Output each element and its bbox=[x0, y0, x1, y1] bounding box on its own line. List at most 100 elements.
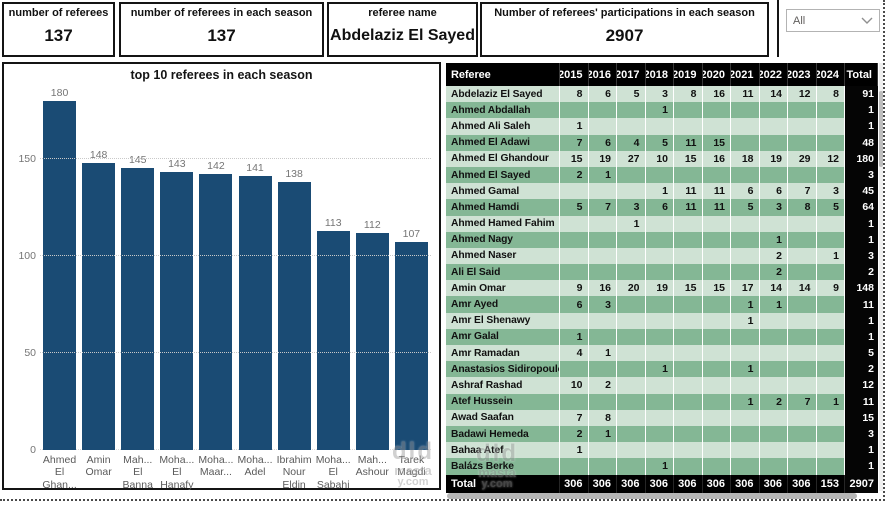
bar[interactable] bbox=[82, 162, 116, 450]
season-total-cell: 306 bbox=[788, 474, 817, 493]
table-row[interactable]: Anastasios Sidiropoulos 1 1 2 bbox=[446, 361, 878, 378]
season-value-cell bbox=[731, 328, 760, 345]
season-value-cell bbox=[817, 166, 845, 184]
season-value-cell bbox=[674, 458, 703, 475]
vertical-scrollbar-thumb[interactable] bbox=[879, 91, 883, 167]
season-value-cell bbox=[731, 409, 760, 426]
column-header[interactable]: 2016 bbox=[589, 63, 617, 86]
season-value-cell: 8 bbox=[560, 86, 589, 103]
row-total-cell: 11 bbox=[845, 393, 878, 410]
table-row[interactable]: Ahmed Hamed Fahim 1 1 bbox=[446, 215, 878, 232]
bar[interactable] bbox=[277, 182, 311, 450]
bar[interactable] bbox=[43, 100, 77, 450]
table-row[interactable]: Ali El Said 2 2 bbox=[446, 264, 878, 281]
table-row[interactable]: Ashraf Rashad 10 2 12 bbox=[446, 377, 878, 394]
season-value-cell bbox=[731, 345, 760, 362]
season-value-cell bbox=[674, 215, 703, 232]
column-header[interactable]: Referee bbox=[446, 63, 560, 86]
table-row[interactable]: Ahmed El Ghandour 15 19 27 10 15 16 18 19 29 12 180 bbox=[446, 150, 878, 167]
table-row[interactable]: Badawi Hemeda 2 1 3 bbox=[446, 425, 878, 443]
table-row[interactable]: Ahmed El Adawi 7 6 4 5 11 15 48 bbox=[446, 134, 878, 151]
table-row[interactable]: Ahmed Naser 2 1 3 bbox=[446, 247, 878, 265]
season-value-cell: 11 bbox=[674, 134, 703, 151]
season-value-cell bbox=[617, 328, 646, 345]
table-row[interactable]: Amr Galal 1 1 bbox=[446, 328, 878, 345]
season-value-cell: 1 bbox=[589, 425, 617, 443]
season-value-cell bbox=[817, 102, 845, 119]
table-row[interactable]: Ahmed Abdallah 1 1 bbox=[446, 102, 878, 119]
season-total-cell: 306 bbox=[646, 474, 674, 493]
season-value-cell: 8 bbox=[788, 199, 817, 216]
bar[interactable] bbox=[394, 242, 428, 450]
season-value-cell: 11 bbox=[674, 199, 703, 216]
season-value-cell bbox=[617, 425, 646, 443]
column-header[interactable]: 2022 bbox=[760, 63, 788, 86]
bar[interactable] bbox=[121, 168, 155, 450]
table-vertical-scrollbar[interactable] bbox=[879, 63, 883, 491]
y-axis-tick: 100 bbox=[18, 249, 36, 262]
season-value-cell bbox=[788, 264, 817, 281]
season-value-cell bbox=[788, 377, 817, 394]
bar-value-label: 141 bbox=[246, 162, 264, 175]
season-value-cell: 6 bbox=[589, 86, 617, 103]
column-header[interactable]: 2015 bbox=[560, 63, 589, 86]
table-row[interactable]: Amr Ayed 6 3 1 1 11 bbox=[446, 296, 878, 313]
season-value-cell bbox=[703, 442, 731, 459]
table-row[interactable]: Balázs Berke 1 1 bbox=[446, 458, 878, 475]
table-row[interactable]: Ahmed Ali Saleh 1 1 bbox=[446, 118, 878, 135]
season-value-cell: 3 bbox=[760, 199, 788, 216]
column-header[interactable]: 2020 bbox=[703, 63, 731, 86]
table-row[interactable]: Amin Omar 9 16 20 19 15 15 17 14 14 9 148 bbox=[446, 280, 878, 297]
referee-name-cell: Ahmed Abdallah bbox=[446, 102, 560, 119]
column-header[interactable]: 2019 bbox=[674, 63, 703, 86]
season-value-cell bbox=[646, 377, 674, 394]
table-row[interactable]: Atef Hussein 1 2 7 1 11 bbox=[446, 393, 878, 410]
table-horizontal-scrollbar[interactable] bbox=[447, 493, 857, 499]
bar-value-label: 107 bbox=[402, 228, 421, 241]
bar[interactable] bbox=[199, 174, 233, 450]
referee-name-cell: Ahmed El Sayed bbox=[446, 166, 560, 184]
season-value-cell bbox=[760, 328, 788, 345]
bar-value-label: 145 bbox=[128, 154, 147, 167]
column-header[interactable]: 2018 bbox=[646, 63, 674, 86]
table-row[interactable]: Ahmed Nagy 1 1 bbox=[446, 231, 878, 248]
season-value-cell: 11 bbox=[703, 199, 731, 216]
season-value-cell: 10 bbox=[560, 377, 589, 394]
column-header[interactable]: 2017 bbox=[617, 63, 646, 86]
season-value-cell bbox=[646, 247, 674, 265]
season-value-cell: 5 bbox=[817, 199, 845, 216]
season-value-cell bbox=[817, 215, 845, 232]
column-header[interactable]: 2024 bbox=[817, 63, 845, 86]
row-total-cell: 1 bbox=[845, 102, 878, 119]
season-total-cell: 306 bbox=[560, 474, 589, 493]
bar[interactable] bbox=[238, 176, 272, 450]
bar-column: 180 bbox=[40, 85, 79, 450]
table-row[interactable]: Ahmed El Sayed 2 1 3 bbox=[446, 166, 878, 184]
bar[interactable] bbox=[355, 232, 389, 450]
chevron-down-icon[interactable] bbox=[861, 17, 873, 25]
chart-title: top 10 referees in each season bbox=[130, 68, 313, 82]
table-row[interactable]: Amr El Shenawy 1 1 bbox=[446, 312, 878, 329]
column-header[interactable]: 2023 bbox=[788, 63, 817, 86]
season-value-cell: 8 bbox=[589, 409, 617, 426]
table-row[interactable]: Abdelaziz El Sayed 8 6 5 3 8 16 11 14 12 8 91 bbox=[446, 86, 878, 103]
table-row[interactable]: Awad Saafan 7 8 15 bbox=[446, 409, 878, 426]
table-row[interactable]: Bahaa Atef 1 1 bbox=[446, 442, 878, 459]
bar[interactable] bbox=[316, 230, 350, 450]
season-value-cell: 4 bbox=[560, 345, 589, 362]
table-row[interactable]: Ahmed Gamal 1 11 11 6 6 7 3 45 bbox=[446, 183, 878, 200]
season-value-cell bbox=[617, 183, 646, 200]
season-value-cell: 4 bbox=[617, 134, 646, 151]
season-value-cell bbox=[646, 409, 674, 426]
slicer-dropdown[interactable]: All bbox=[786, 9, 880, 32]
bar[interactable] bbox=[160, 172, 194, 450]
season-value-cell bbox=[731, 247, 760, 265]
column-header[interactable]: 2021 bbox=[731, 63, 760, 86]
column-header[interactable]: Total bbox=[845, 63, 878, 86]
season-value-cell bbox=[703, 296, 731, 313]
season-value-cell bbox=[703, 409, 731, 426]
table-row[interactable]: Ahmed Hamdi 5 7 3 6 11 11 5 3 8 5 64 bbox=[446, 199, 878, 216]
season-value-cell: 2 bbox=[760, 393, 788, 410]
table-row[interactable]: Amr Ramadan 4 1 5 bbox=[446, 345, 878, 362]
